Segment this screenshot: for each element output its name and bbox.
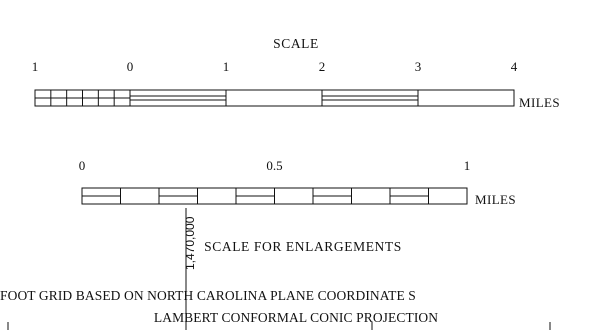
scale-tick-label: 1 — [32, 59, 39, 74]
scale-bar — [34, 89, 515, 107]
enlargement-tick-labels: 0 0.5 1 — [79, 158, 471, 173]
enlargement-tick-label: 0 — [79, 158, 86, 173]
scale-tick-labels: 1 0 1 2 3 4 — [32, 59, 518, 74]
scale-unit-label: MILES — [519, 95, 560, 110]
scale-tick-label: 2 — [319, 59, 326, 74]
grid-note-line-1: FOOT GRID BASED ON NORTH CAROLINA PLANE … — [0, 288, 416, 303]
enlargement-tick-label: 1 — [464, 158, 471, 173]
enlargement-scale-title: SCALE FOR ENLARGEMENTS — [204, 239, 402, 254]
scale-title: SCALE — [273, 36, 319, 51]
scale-section: SCALE 1 0 1 2 3 4 MILES — [32, 36, 560, 110]
scale-tick-label: 3 — [415, 59, 422, 74]
enlargement-unit-label: MILES — [475, 192, 516, 207]
grid-note: FOOT GRID BASED ON NORTH CAROLINA PLANE … — [0, 288, 438, 325]
grid-tick-lines — [7, 208, 551, 330]
enlargement-tick-label: 0.5 — [266, 158, 282, 173]
grid-coordinate-label: 1,470,000 — [183, 216, 197, 270]
scale-tick-label: 4 — [511, 59, 518, 74]
scale-tick-label: 0 — [127, 59, 134, 74]
grid-note-line-2: LAMBERT CONFORMAL CONIC PROJECTION — [154, 310, 438, 325]
enlargement-scale-bar — [81, 187, 468, 205]
scale-tick-label: 1 — [223, 59, 230, 74]
enlargement-scale-section: 0 0.5 1 MILES SCALE FOR ENLARGEMENTS — [79, 158, 516, 254]
